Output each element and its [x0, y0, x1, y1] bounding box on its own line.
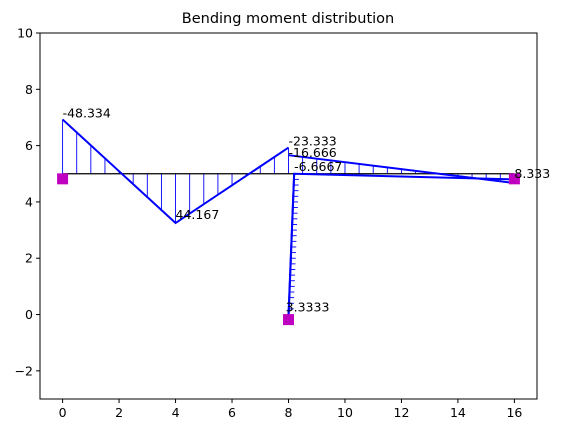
- y-tick-label: 8: [25, 82, 33, 97]
- support-marker: [57, 173, 69, 185]
- plot-frame: [39, 32, 538, 400]
- y-tick-label: −2: [15, 363, 33, 378]
- x-tick-label: 10: [337, 405, 353, 420]
- moment-value-label: -16.666: [289, 145, 337, 160]
- y-tick-label: 0: [25, 307, 33, 322]
- x-tick-label: 4: [172, 405, 180, 420]
- support-marker: [283, 314, 294, 326]
- x-tick-label: 6: [228, 405, 236, 420]
- y-tick-label: 4: [25, 194, 33, 209]
- chart-title: Bending moment distribution: [182, 11, 394, 27]
- moment-line: [288, 154, 515, 185]
- y-tick-label: 6: [25, 138, 33, 153]
- moment-value-label: -23.333: [289, 134, 337, 149]
- plot-area: -48.334 44.167 -23.333-16.666-6.6667 3.3333…: [57, 105, 550, 326]
- support-marker: [508, 173, 520, 185]
- moment-value-label: 8.333: [514, 166, 550, 181]
- x-tick-label: 8: [285, 405, 293, 420]
- moment-value-label: 3.3333: [286, 300, 330, 315]
- x-tick-label: 12: [394, 405, 410, 420]
- y-tick-label: 2: [25, 251, 33, 266]
- moment-value-label: -48.334: [63, 105, 111, 120]
- moment-line: [61, 118, 290, 225]
- moment-line: [287, 172, 515, 319]
- x-tick-label: 0: [59, 405, 67, 420]
- axes: 0 2 4 6 8 10 12 14 16 −2 0 2 4 6 8 10: [15, 26, 523, 421]
- x-tick-label: 16: [506, 405, 522, 420]
- y-tick-label: 10: [17, 26, 33, 41]
- x-tick-label: 14: [450, 405, 466, 420]
- x-tick-label: 2: [115, 405, 123, 420]
- moment-value-label: -6.6667: [294, 159, 342, 174]
- moment-value-label: 44.167: [176, 207, 220, 222]
